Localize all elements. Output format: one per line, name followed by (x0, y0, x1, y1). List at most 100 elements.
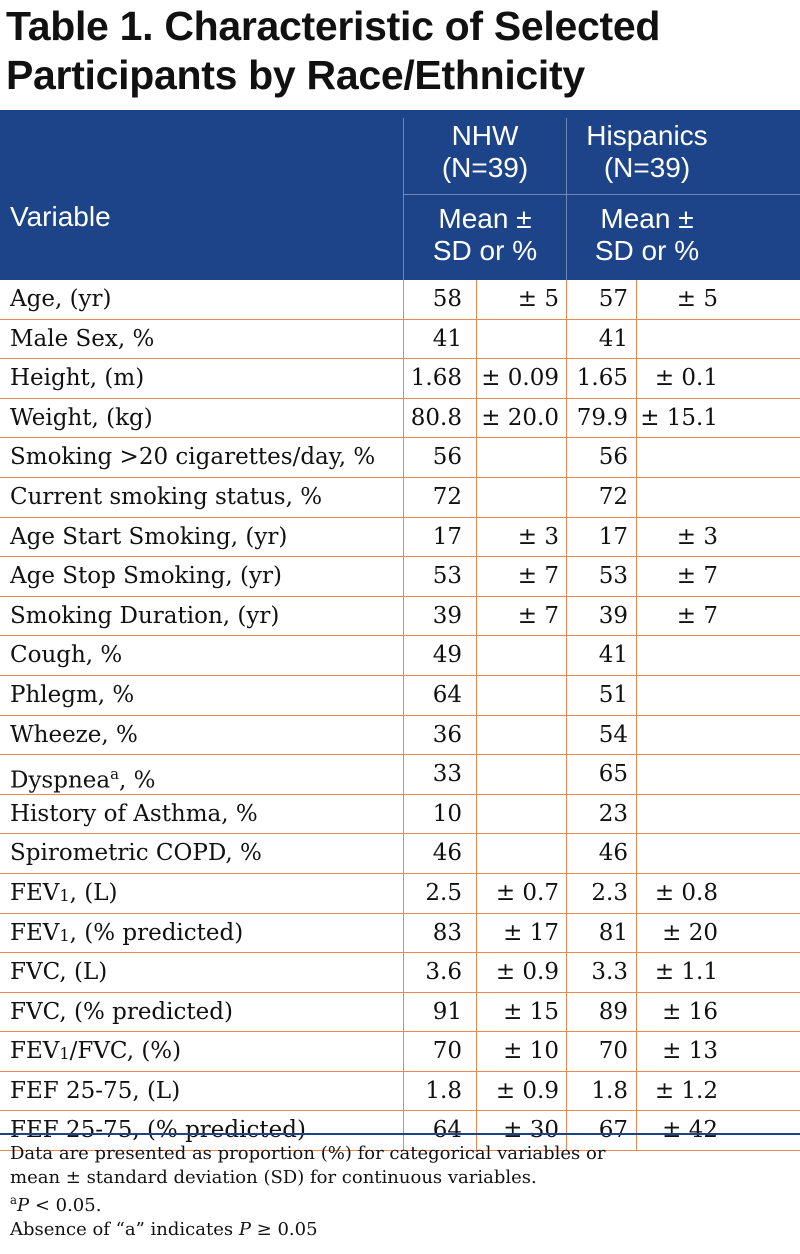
column-divider (476, 675, 477, 715)
hispanics-mean-cell: 39 (598, 602, 628, 629)
hispanics-mean-cell: 23 (598, 800, 628, 827)
hispanics-mean-cell: 3.3 (591, 959, 628, 986)
column-divider (636, 398, 637, 438)
column-divider (636, 636, 637, 675)
nhw-sd-cell: ± 7 (517, 602, 559, 629)
hispanics-sd-cell (636, 755, 718, 794)
row-label: Cough, % (10, 636, 122, 675)
column-divider (403, 913, 404, 953)
row-label-text: Dyspnea (10, 767, 111, 794)
column-divider (476, 834, 477, 873)
row-label-subscript: 1 (59, 1044, 70, 1064)
table-row: Male Sex, % 41 41 (0, 319, 800, 360)
table-row: Weight, (kg) 80.8 ± 20.0 79.9 ± 15.1 (0, 398, 800, 439)
column-divider (636, 280, 637, 319)
row-label-text: FEF 25-75, (% predicted) (10, 1117, 306, 1144)
column-divider (636, 319, 637, 359)
column-divider (476, 280, 477, 319)
row-label-subscript: 1 (59, 885, 70, 905)
table-bottom-rule (0, 1133, 800, 1135)
table-footnote: Data are presented as proportion (%) for… (10, 1142, 790, 1241)
row-label: Age Start Smoking, (yr) (10, 518, 287, 557)
table-row: Wheeze, % 36 54 (0, 715, 800, 756)
nhw-sd-cell (477, 834, 559, 873)
row-label: Height, (m) (10, 359, 144, 398)
nhw-mean-cell: 91 (432, 998, 462, 1025)
table-row: FEV1, (L) 2.5 ± 0.7 2.3 ± 0.8 (0, 873, 800, 914)
header-nhw-stat-2: SD or % (432, 235, 538, 266)
column-divider (476, 517, 477, 557)
footnote-line-3: aP < 0.05. (10, 1189, 790, 1218)
column-divider (636, 755, 637, 794)
column-divider (476, 715, 477, 755)
footnote-line-4: Absence of “a” indicates P ≥ 0.05 (10, 1218, 790, 1242)
column-divider (403, 755, 404, 794)
column-divider (566, 1032, 567, 1071)
row-label-text: Spirometric COPD, % (10, 840, 262, 867)
table-title-line-1: Table 1. Characteristic of Selected (6, 3, 661, 49)
header-hispanics-stat-1: Mean ± (600, 203, 694, 234)
row-label: Wheeze, % (10, 716, 138, 755)
column-divider (566, 715, 567, 755)
column-divider (403, 359, 404, 398)
row-label-text: Smoking Duration, (yr) (10, 602, 280, 629)
column-divider (476, 636, 477, 675)
row-label-text: FEF 25-75, (L) (10, 1077, 181, 1104)
hispanics-mean-cell: 53 (598, 563, 628, 590)
nhw-sd-cell (477, 716, 559, 755)
row-label: FEV1, (% predicted) (10, 914, 243, 953)
nhw-mean-cell: 1.68 (410, 365, 462, 392)
column-divider (476, 1111, 477, 1151)
column-divider (566, 834, 567, 873)
table-header: Variable NHW (N=39) Hispanics (N=39) Mea… (0, 110, 800, 280)
column-divider (403, 1111, 404, 1151)
footnote-line-1: Data are presented as proportion (%) for… (10, 1143, 606, 1164)
column-divider (566, 1071, 567, 1111)
hispanics-sd-cell (636, 676, 718, 715)
column-divider (636, 557, 637, 596)
row-label-text: Age Start Smoking, (yr) (10, 523, 288, 550)
row-label-text: Wheeze, % (10, 721, 138, 748)
hispanics-mean-cell: 51 (598, 681, 628, 708)
footnote-superscript: a (10, 1193, 17, 1207)
nhw-mean-cell: 36 (432, 721, 462, 748)
nhw-mean-cell: 80.8 (410, 404, 462, 431)
hispanics-sd-cell: ± 16 (662, 998, 718, 1025)
nhw-sd-cell: ± 0.9 (495, 959, 559, 986)
nhw-sd-cell: ± 7 (517, 563, 559, 590)
column-divider (403, 438, 404, 477)
footnote-line-2: mean ± standard deviation (SD) for conti… (10, 1166, 537, 1188)
column-divider (403, 557, 404, 596)
row-label-suffix: , (% predicted) (69, 919, 244, 946)
header-nhw-group: NHW (N=39) (404, 120, 566, 184)
column-divider (476, 477, 477, 517)
column-divider (403, 834, 404, 873)
table-row: Spirometric COPD, % 46 46 (0, 834, 800, 874)
column-divider (636, 715, 637, 755)
row-label: Smoking Duration, (yr) (10, 597, 279, 636)
column-divider (476, 992, 477, 1032)
hispanics-sd-cell: ± 7 (676, 602, 718, 629)
header-hispanics-group: Hispanics (N=39) (566, 120, 728, 184)
hispanics-sd-cell (636, 478, 718, 517)
nhw-mean-cell: 33 (432, 761, 462, 788)
row-label: FEF 25-75, (L) (10, 1072, 180, 1111)
table-row: FEV1/FVC, (%) 70 ± 10 70 ± 13 (0, 1032, 800, 1072)
nhw-mean-cell: 46 (432, 840, 462, 867)
column-divider (476, 319, 477, 359)
row-label-text: Age Stop Smoking, (yr) (10, 563, 282, 590)
column-divider (403, 636, 404, 675)
footnote-threshold: < 0.05. (29, 1195, 102, 1216)
hispanics-mean-cell: 89 (598, 998, 628, 1025)
row-label-superscript: a (110, 765, 120, 784)
column-divider (566, 557, 567, 596)
header-hispanics-stat: Mean ± SD or % (566, 203, 728, 267)
row-label-text: History of Asthma, % (10, 800, 258, 827)
header-rule (404, 194, 800, 195)
hispanics-sd-cell (636, 834, 718, 873)
table-title: Table 1. Characteristic of Selected Part… (6, 2, 796, 100)
column-divider (636, 794, 637, 834)
nhw-mean-cell: 64 (432, 1117, 462, 1144)
footnote-absence-text: Absence of “a” indicates (10, 1218, 239, 1240)
column-divider (636, 517, 637, 557)
